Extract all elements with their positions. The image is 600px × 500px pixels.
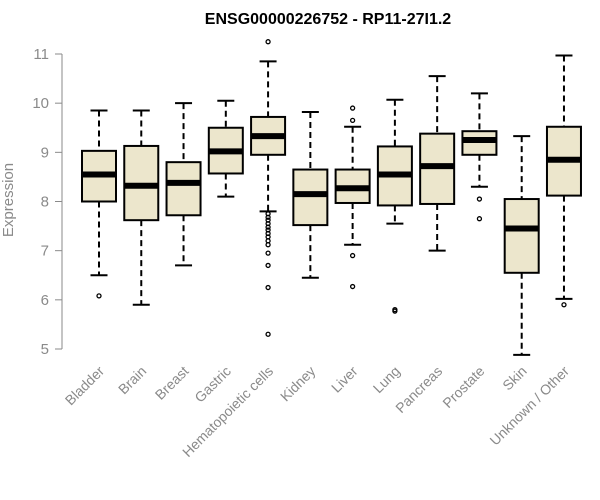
outlier-point — [349, 105, 356, 111]
outlier-point — [265, 262, 271, 269]
y-tick-label: 6 — [41, 292, 49, 309]
box-group-pancreas — [419, 75, 456, 252]
box-group-breast — [165, 102, 202, 267]
outlier-point — [265, 250, 271, 256]
y-tick-label: 9 — [41, 144, 49, 161]
outlier-point — [265, 331, 271, 337]
y-tick-label: 11 — [33, 46, 49, 63]
x-tick-label: Lung — [370, 363, 403, 396]
x-tick-label: Unknown / Other — [486, 363, 572, 449]
box-group-hematopoietic-cells — [250, 39, 287, 337]
y-tick-label: 8 — [41, 194, 49, 211]
y-axis: 5 6 7 8 9 10 11 — [32, 46, 63, 358]
box-group-gastric — [207, 99, 244, 198]
x-tick-label: Kidney — [277, 363, 319, 405]
box-group-brain — [123, 109, 160, 306]
box-group-liver — [334, 105, 371, 290]
outlier-point — [561, 302, 567, 308]
iqr-box — [165, 161, 202, 217]
y-tick-label: 10 — [32, 95, 49, 112]
outlier-point — [349, 117, 356, 124]
iqr-box — [292, 168, 329, 227]
outlier-point — [96, 293, 102, 299]
x-tick-label: Brain — [115, 363, 149, 397]
outlier-point — [392, 308, 398, 314]
outlier-point — [265, 214, 271, 220]
box-group-lung — [376, 98, 413, 314]
chart-title: ENSG00000226752 - RP11-27I1.2 — [205, 11, 452, 28]
iqr-box — [503, 198, 540, 274]
outlier-point — [349, 283, 356, 290]
outlier-point — [265, 39, 271, 45]
plot-area — [81, 39, 582, 356]
box-group-skin — [503, 135, 540, 356]
x-tick-label: Liver — [328, 363, 361, 396]
outlier-point — [349, 252, 356, 259]
box-group-kidney — [292, 111, 329, 279]
y-tick-label: 7 — [41, 243, 49, 260]
outlier-point — [265, 242, 271, 248]
outlier-point — [476, 216, 483, 222]
box-group-bladder — [81, 109, 117, 299]
outlier-point — [265, 224, 271, 230]
outlier-point — [476, 196, 483, 202]
box-group-unknown-other — [545, 54, 582, 308]
x-tick-label: Skin — [499, 363, 530, 394]
outlier-point — [265, 284, 271, 291]
x-tick-label: Prostate — [439, 363, 487, 411]
x-tick-label: Bladder — [62, 363, 108, 409]
y-axis-label: Expression — [0, 163, 17, 237]
x-tick-label: Breast — [152, 363, 192, 403]
box-group-prostate — [461, 92, 498, 222]
y-tick-label: 5 — [41, 341, 49, 358]
x-tick-label: Pancreas — [392, 363, 445, 416]
